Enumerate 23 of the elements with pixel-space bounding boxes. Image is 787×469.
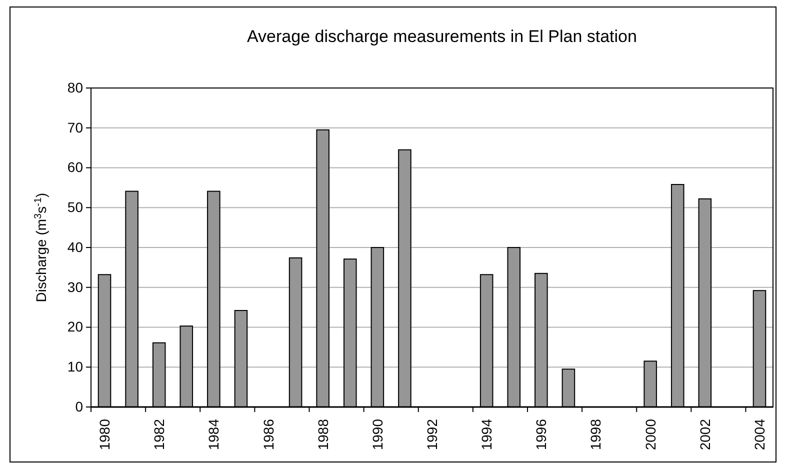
y-tick-label: 50 [67, 199, 84, 216]
x-tick-label: 1986 [260, 418, 276, 450]
chart-title: Average discharge measurements in El Plan station [247, 27, 637, 46]
x-tick-label: 1992 [424, 418, 440, 450]
y-tick-label: 0 [75, 398, 84, 414]
y-tick-label: 20 [67, 318, 84, 335]
x-tick-label: 1982 [151, 418, 168, 450]
x-tick-label: 1988 [314, 418, 331, 450]
x-tick-label: 1984 [206, 418, 222, 450]
y-tick-label: 80 [67, 79, 84, 96]
x-tick-label: 1996 [533, 418, 550, 450]
x-tick-label: 1998 [588, 418, 604, 450]
x-tick-label: 2002 [696, 418, 713, 450]
x-tick-label: 1994 [478, 418, 495, 450]
x-tick-label: 2004 [751, 418, 768, 450]
y-tick-label: 10 [67, 358, 84, 375]
y-tick-label: 40 [67, 238, 84, 255]
x-tick-label: 1980 [96, 418, 113, 450]
y-tick-label: 30 [67, 278, 84, 295]
x-tick-label: 2000 [642, 418, 658, 450]
y-tick-label: 70 [67, 119, 84, 136]
y-tick-label: 60 [67, 159, 84, 176]
x-tick-label: 1990 [369, 418, 386, 450]
